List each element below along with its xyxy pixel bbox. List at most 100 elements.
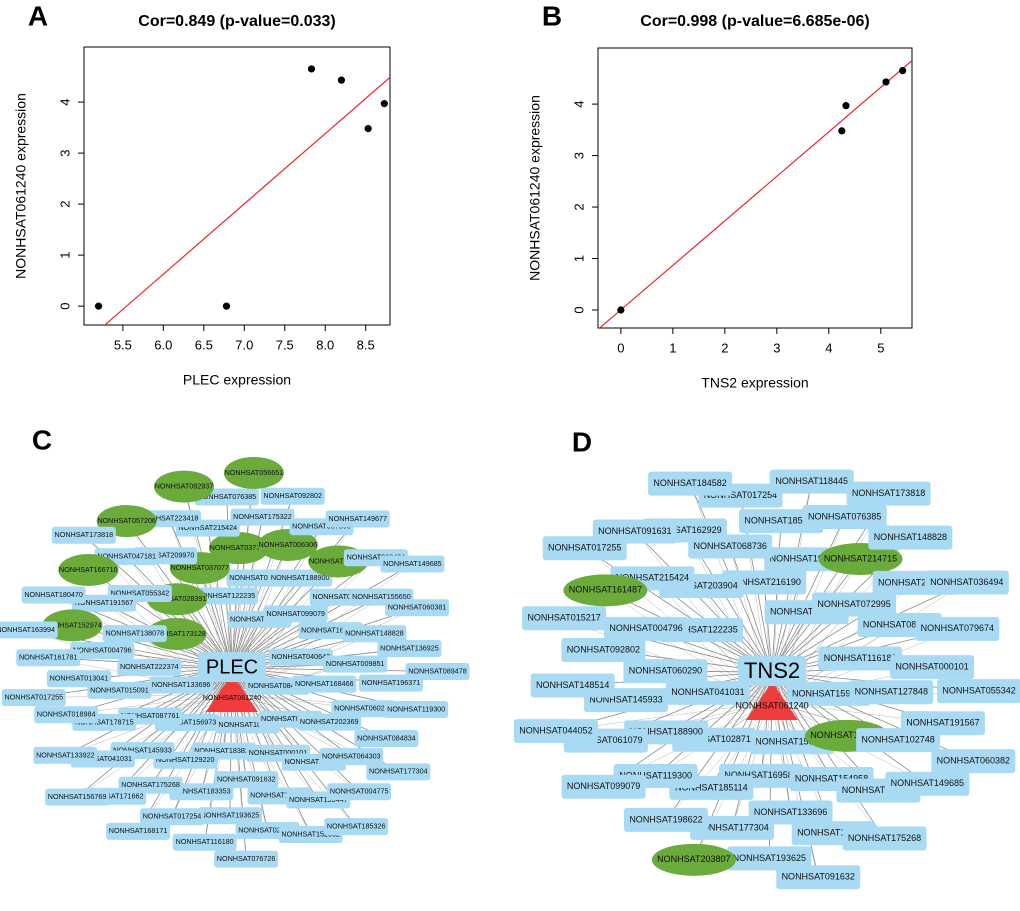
node-box: [260, 487, 325, 505]
node-label: NONHSAT173128: [147, 629, 206, 638]
x-tick-label: 8.0: [316, 337, 334, 352]
node-label: NONHSAT060382: [312, 592, 371, 601]
x-tick-label: 5.5: [114, 337, 132, 352]
node-label: NONHSAT004775: [330, 787, 389, 796]
node-label: NONHSAT173818: [852, 488, 925, 498]
point: [380, 100, 388, 108]
center-label: TNS2: [744, 658, 800, 683]
node-label: NONHSAT133696: [754, 807, 827, 817]
x-axis-label: PLEC expression: [183, 372, 291, 388]
node-label: NONHSAT017255: [4, 693, 63, 702]
node-label: NONHSAT148514: [536, 680, 609, 690]
x-tick-label: 7.0: [235, 337, 253, 352]
node-box: [140, 808, 205, 826]
node-label: NONHSAT136925: [380, 643, 439, 652]
node-label: NONHSAT006306: [259, 540, 318, 549]
node-label: NONHSAT198622: [629, 814, 702, 824]
node-box: [342, 625, 407, 643]
node-label: NONHSAT203807: [657, 854, 730, 864]
center-label: PLEC: [206, 656, 258, 678]
chart-title: Cor=0.998 (p-value=6.685e-06): [640, 13, 869, 30]
node-label: NONHSAT099079: [567, 781, 640, 791]
node-label: NONHSAT175322: [233, 512, 292, 521]
node-label: NONHSAT163994: [0, 625, 55, 634]
node-label: NONHSAT215424: [616, 573, 689, 583]
node-label: NONHSAT185865: [218, 720, 277, 729]
node-label: NONHSAT190893: [770, 554, 843, 564]
node-box: [331, 700, 396, 718]
edge: [655, 671, 773, 777]
y-axis-label: NONHSAT061240 expression: [13, 93, 29, 279]
node-ellipse: [818, 542, 903, 575]
node-box: [214, 850, 279, 868]
node-label: NONHSAT082937: [155, 481, 214, 490]
edge: [231, 544, 289, 669]
node-label: NONHSAT037781: [210, 543, 269, 552]
x-tick-label: 7.5: [276, 337, 294, 352]
edge: [199, 567, 233, 669]
node-box: [297, 713, 362, 731]
node-box: [149, 676, 214, 694]
hub-triangle: [746, 682, 798, 720]
node-label: NONHSAT116180: [824, 653, 897, 663]
node-label: NONHSAT092802: [263, 491, 322, 500]
node-box: [117, 658, 182, 676]
node-label: NONHSAT015091: [90, 685, 149, 694]
x-tick-label: 5: [877, 340, 884, 355]
node-box: [169, 783, 234, 801]
x-tick-label: 6.5: [195, 337, 213, 352]
node-label: NONHSAT056651: [225, 468, 284, 477]
node-box: [885, 771, 970, 796]
x-tick-label: 0: [617, 340, 624, 355]
node-box: [890, 655, 975, 680]
hub-triangle: [206, 674, 258, 712]
node-label: NONHSAT060381: [388, 603, 447, 612]
node-label: NONHSAT216190: [728, 577, 801, 587]
node-ellipse: [154, 470, 215, 503]
node-label: NONHSAT209970: [136, 551, 195, 560]
node-box: [230, 508, 295, 526]
node-box: [739, 509, 824, 534]
point: [882, 78, 890, 86]
node-label: NONHSAT183824: [194, 746, 253, 755]
node-label: NONHSAT055342: [942, 686, 1015, 696]
node-label: NONHSAT177304: [695, 822, 768, 832]
node-label: NONHSAT149685: [891, 778, 964, 788]
node-label: NONHSAT214715: [824, 553, 897, 563]
node-label: NONHSAT116180: [176, 837, 234, 846]
y-tick-label: 4: [57, 98, 72, 105]
y-tick-label: 1: [571, 255, 586, 262]
node-label: NONHSAT072995: [817, 599, 890, 609]
x-tick-label: 4: [825, 340, 832, 355]
node-label: NONHSAT064303: [322, 752, 381, 761]
node-label: NONHSAT168466: [295, 679, 354, 688]
node-label: NONHSAT223418: [140, 514, 199, 523]
point: [307, 65, 316, 73]
node-label: NONHSAT161487: [569, 585, 642, 595]
node-label: NONHSAT180470: [24, 590, 83, 599]
node-box: [561, 774, 646, 799]
node-label: NONHSAT092802: [567, 644, 640, 654]
node-box: [405, 662, 470, 680]
node-label: NONHSAT018984: [37, 710, 96, 719]
node-label: NONHSAT133696: [152, 680, 211, 689]
node-label: NONHSAT075745: [229, 573, 288, 582]
node-box: [722, 570, 807, 595]
center-node: [738, 656, 806, 686]
node-box: [769, 469, 854, 494]
node-label: NONHSAT154958: [795, 773, 868, 783]
edge: [771, 701, 791, 813]
node-label: NONHSAT060382: [937, 755, 1010, 765]
node-box: [818, 646, 903, 671]
fit-line: [103, 76, 390, 325]
node-label: NONHSAT129220: [156, 755, 215, 764]
node-label: NONHSAT004796: [609, 623, 682, 633]
node-box: [842, 826, 927, 851]
node-label: NONHSAT156769: [48, 792, 107, 801]
node-label: NONHSAT057206: [97, 516, 156, 525]
node-box: [46, 670, 111, 688]
node-box: [812, 592, 897, 617]
node-ellipse: [223, 456, 284, 489]
node-box: [846, 481, 931, 506]
node-label: NONHSAT015217: [261, 714, 320, 723]
